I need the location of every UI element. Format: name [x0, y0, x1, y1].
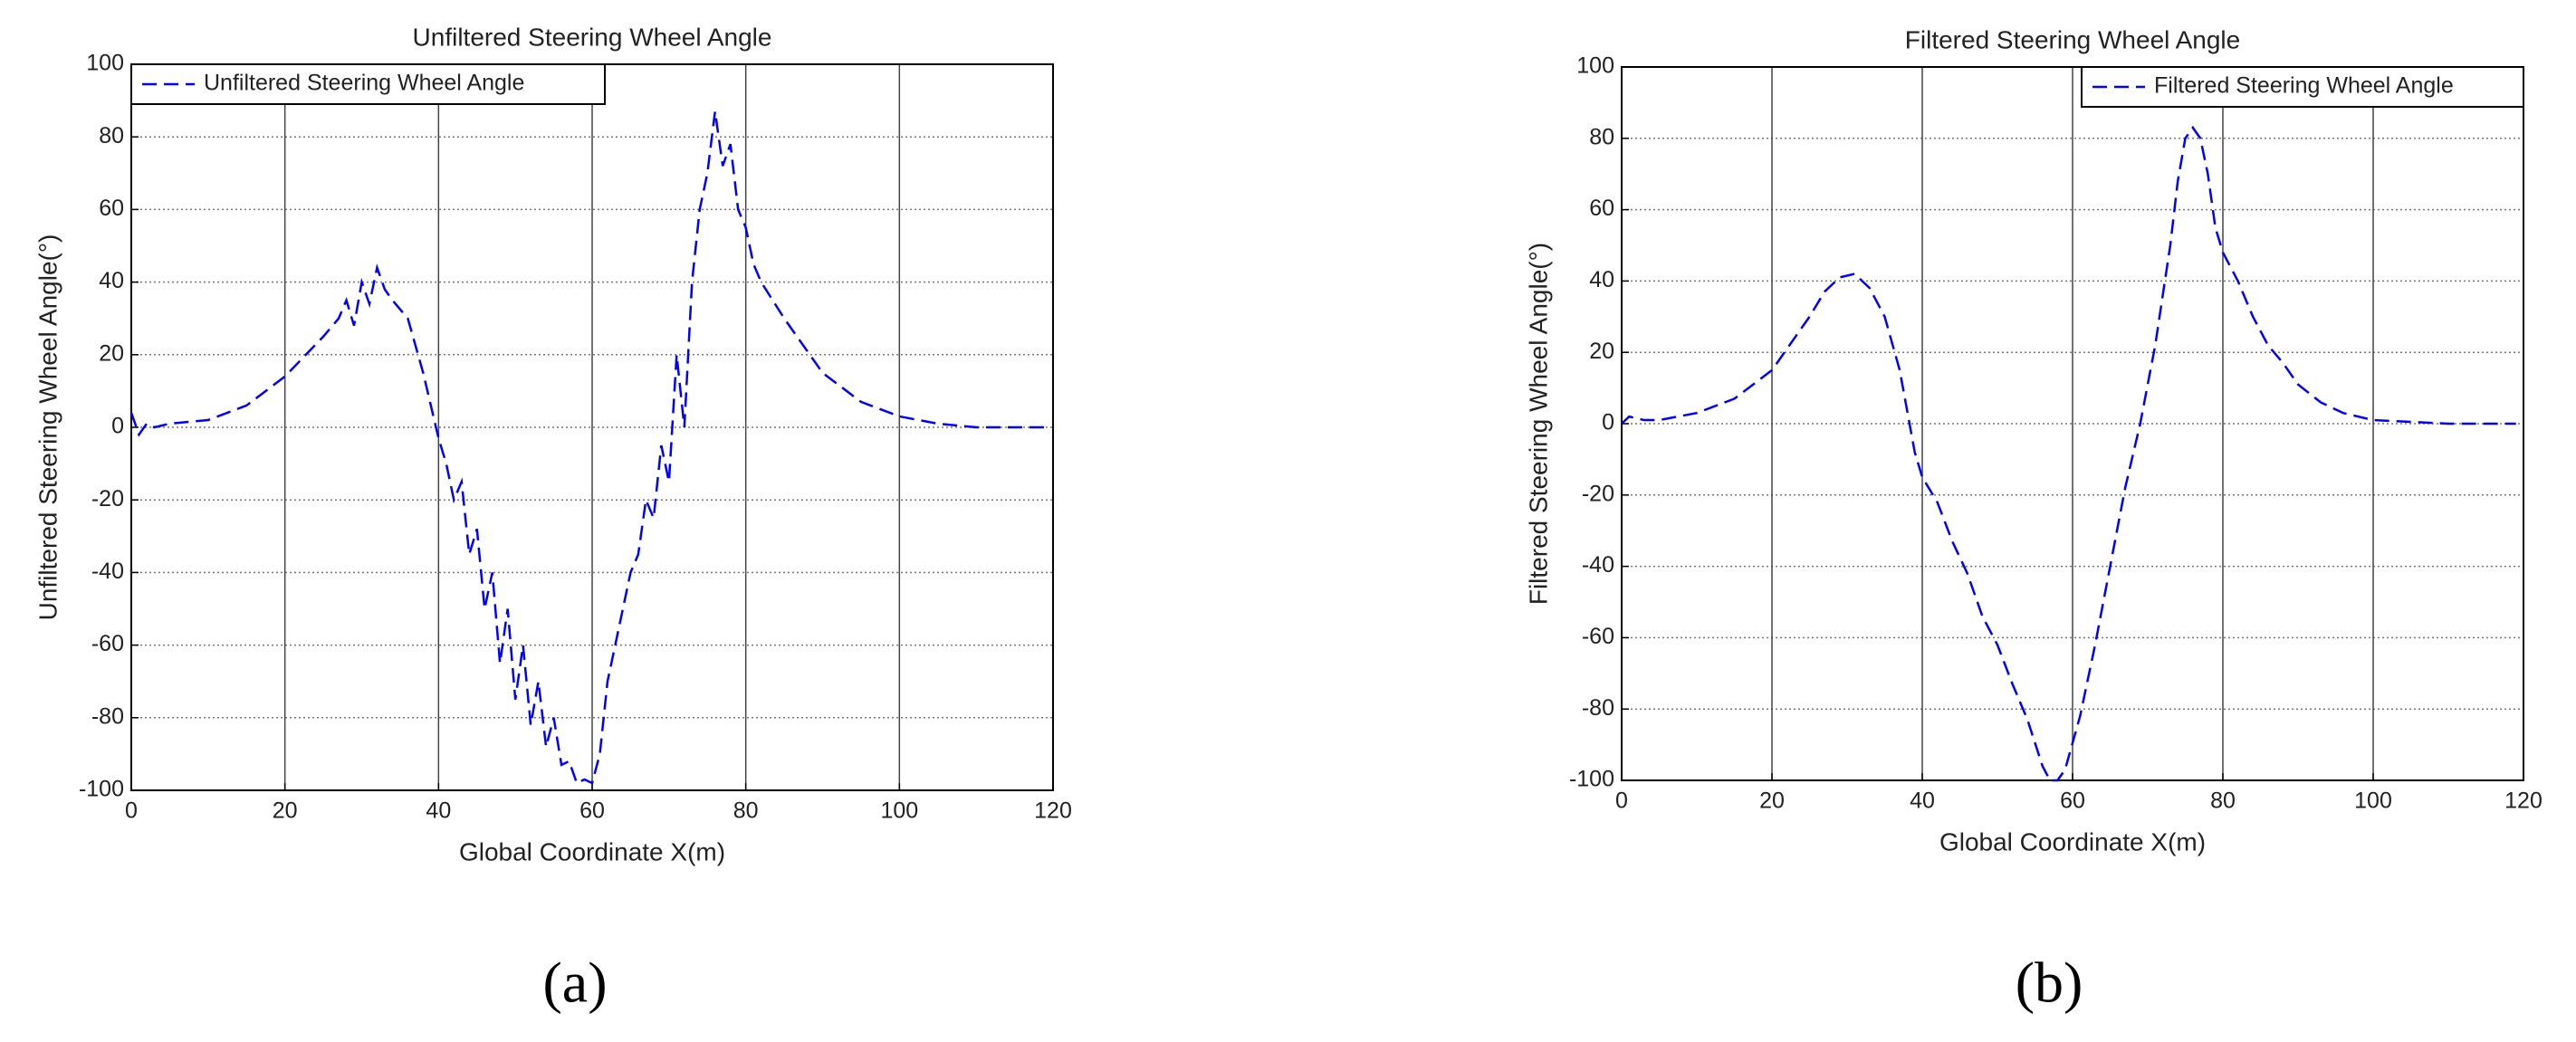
y-tick-label: 40	[1589, 267, 1614, 292]
y-tick-label: 100	[86, 51, 124, 76]
y-axis-label: Filtered Steering Wheel Angle(°)	[1524, 243, 1552, 605]
y-tick-label: -40	[1582, 552, 1614, 578]
y-tick-label: 0	[1602, 410, 1614, 435]
chart-title: Unfiltered Steering Wheel Angle	[413, 23, 772, 51]
y-tick-label: 0	[111, 414, 124, 439]
y-tick-label: -80	[1582, 695, 1614, 721]
legend-label: Unfiltered Steering Wheel Angle	[204, 71, 524, 96]
y-tick-label: -100	[79, 777, 124, 802]
chart-title: Filtered Steering Wheel Angle	[1905, 25, 2240, 53]
panel-label: (b)	[2016, 951, 2083, 1015]
y-tick-label: 40	[99, 268, 124, 293]
legend-box	[130, 63, 606, 105]
y-tick-label: -20	[91, 486, 124, 511]
x-tick-label: 40	[426, 798, 451, 824]
x-tick-label: 100	[2354, 789, 2392, 814]
legend-label: Filtered Steering Wheel Angle	[2154, 73, 2454, 99]
y-axis-label: Unfiltered Steering Wheel Angle(°)	[34, 234, 62, 621]
x-tick-label: 40	[1910, 789, 1935, 814]
x-tick-label: 80	[733, 798, 759, 824]
y-tick-label: -60	[1582, 624, 1614, 649]
data-line	[129, 110, 1046, 785]
x-tick-label: 60	[2060, 789, 2085, 814]
x-tick-label: 0	[1615, 789, 1628, 814]
x-tick-label: 80	[2210, 789, 2236, 814]
y-tick-label: 100	[1576, 53, 1614, 79]
y-tick-label: 80	[99, 123, 124, 148]
panel-label: (a)	[542, 951, 607, 1015]
x-tick-label: 60	[579, 798, 605, 824]
data-line	[1621, 125, 2516, 782]
y-tick-label: 60	[1589, 196, 1614, 221]
x-tick-label: 120	[2504, 789, 2542, 814]
x-axis-label: Global Coordinate X(m)	[459, 837, 725, 865]
y-tick-label: 80	[1589, 124, 1614, 149]
y-tick-label: 20	[1589, 339, 1614, 364]
y-tick-label: -80	[91, 703, 124, 729]
x-tick-label: 100	[880, 798, 918, 824]
y-tick-label: 60	[99, 196, 124, 221]
y-tick-label: -100	[1569, 767, 1614, 792]
x-tick-label: 120	[1034, 798, 1072, 824]
y-tick-label: -60	[91, 631, 124, 656]
y-tick-label: -20	[1582, 481, 1614, 506]
legend-box	[2081, 66, 2524, 108]
x-tick-label: 0	[125, 798, 138, 824]
x-tick-label: 20	[273, 798, 298, 824]
x-axis-label: Global Coordinate X(m)	[1939, 827, 2206, 856]
y-tick-label: -40	[91, 559, 124, 584]
x-tick-label: 20	[1759, 789, 1785, 814]
y-tick-label: 20	[99, 340, 124, 366]
